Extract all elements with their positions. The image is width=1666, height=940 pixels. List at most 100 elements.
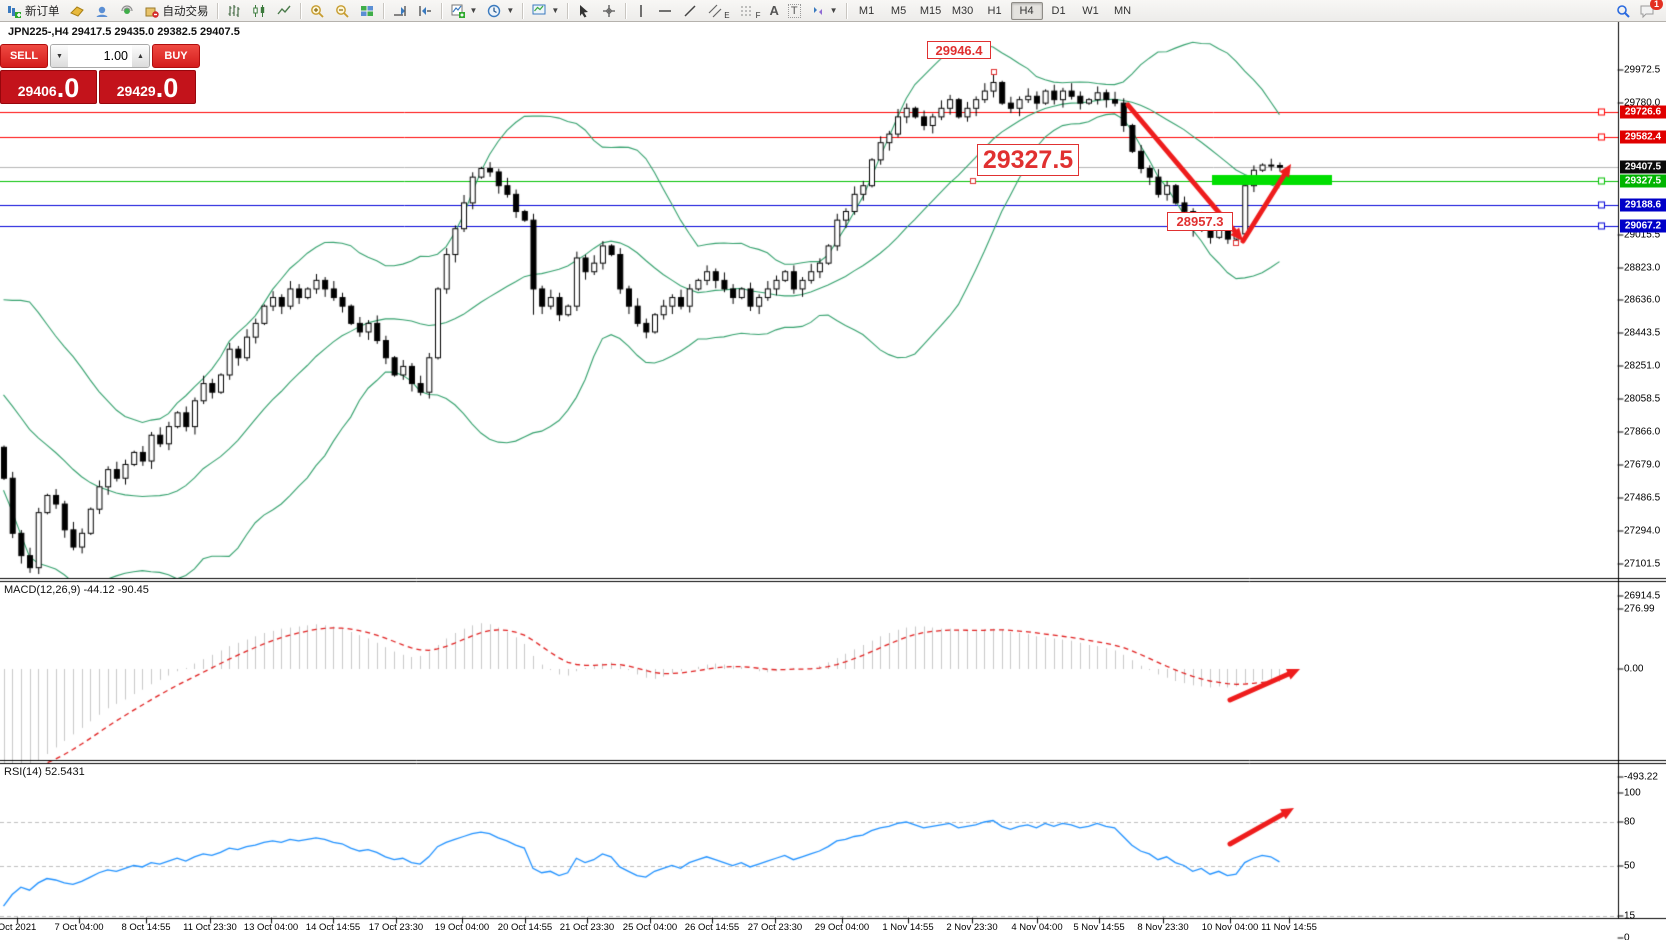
price-axis-tick-label: 27679.0 xyxy=(1624,459,1661,471)
price-callout-label[interactable]: 28957.3 xyxy=(1167,212,1233,231)
timeframe-D1[interactable]: D1 xyxy=(1051,4,1066,17)
market-watch-icon xyxy=(69,5,84,17)
buy-price-box[interactable]: 29429.0 xyxy=(99,70,196,104)
candlestick-chart-button[interactable] xyxy=(247,0,271,21)
zoom-out-button[interactable] xyxy=(330,0,354,21)
time-axis-label: 26 Oct 14:55 xyxy=(684,922,740,933)
price-level-badge: 29327.5 xyxy=(1620,174,1666,188)
price-callout-label[interactable]: 29327.5 xyxy=(977,144,1079,176)
zoom-in-button[interactable] xyxy=(305,0,329,21)
timeframe-M15[interactable]: M15 xyxy=(919,4,942,17)
rsi-indicator-label: RSI(14) 52.5431 xyxy=(4,766,85,778)
periods-menu-button[interactable]: ▼ xyxy=(482,0,518,21)
shapes-icon xyxy=(813,6,822,15)
label-tool-button[interactable]: T xyxy=(784,0,805,21)
auto-scroll-icon xyxy=(393,5,406,16)
new-order-icon xyxy=(8,5,21,18)
fibonacci-letter: F xyxy=(755,11,761,20)
chart-shift-button[interactable] xyxy=(413,0,437,21)
toolbar-separator xyxy=(625,2,627,19)
time-axis-label: 2 Nov 23:30 xyxy=(946,922,998,933)
time-axis-label: 8 Nov 23:30 xyxy=(1137,922,1189,933)
sell-price: 29406 xyxy=(17,83,57,99)
lot-size-input[interactable] xyxy=(68,45,132,67)
time-axis-label: 4 Nov 04:00 xyxy=(1011,922,1063,933)
indicators-menu-button[interactable]: ▼ xyxy=(446,0,482,21)
macd-axis-label: -493.22 xyxy=(1624,771,1658,783)
new-order-label: 新订单 xyxy=(25,5,60,18)
time-axis-label: 21 Oct 23:30 xyxy=(559,922,615,933)
signals-icon xyxy=(120,4,133,14)
price-axis-tick-label: 28823.0 xyxy=(1624,262,1661,274)
price-axis-tick-label: 28636.0 xyxy=(1624,294,1661,306)
channel-tool-button[interactable]: E xyxy=(703,0,733,21)
time-axis-label: 8 Oct 14:55 xyxy=(121,922,171,933)
template-menu-button[interactable]: ▼ xyxy=(527,0,563,21)
new-order-button[interactable]: 新订单 xyxy=(2,0,64,21)
horizontal-line-tool-button[interactable] xyxy=(653,0,677,21)
auto-scroll-button[interactable] xyxy=(388,0,412,21)
crosshair-icon xyxy=(603,4,616,17)
fibonacci-tool-button[interactable]: F xyxy=(735,0,765,21)
line-chart-button[interactable] xyxy=(272,0,296,21)
toolbar-separator xyxy=(382,2,384,19)
timeframe-M30[interactable]: M30 xyxy=(951,4,974,17)
auto-trading-button[interactable]: 自动交易 xyxy=(140,0,213,21)
timeframe-H4[interactable]: H4 xyxy=(1010,1,1043,20)
macd-axis-label: 276.99 xyxy=(1624,603,1655,615)
chart-symbol-line: JPN225-,H4 29417.5 29435.0 29382.5 29407… xyxy=(8,26,240,38)
macd-axis-label: 0.00 xyxy=(1624,663,1644,675)
sell-price-box[interactable]: 29406.0 xyxy=(0,70,97,104)
cursor-tool-button[interactable] xyxy=(572,0,596,21)
toolbar-right-group: 1 xyxy=(1615,0,1666,19)
toolbar-separator xyxy=(440,2,442,19)
tile-windows-button[interactable] xyxy=(355,0,379,21)
template-icon xyxy=(532,4,546,14)
price-axis-tick-label: 27294.0 xyxy=(1624,525,1661,537)
toolbar-separator xyxy=(845,2,847,19)
rsi-axis-label: 50 xyxy=(1624,860,1636,871)
rsi-axis-label: 80 xyxy=(1624,816,1636,828)
arrows-tool-button[interactable]: ▼ xyxy=(806,0,842,21)
timeframe-M5[interactable]: M5 xyxy=(890,4,907,17)
search-icon[interactable] xyxy=(1615,3,1631,19)
toolbar-separator xyxy=(567,2,569,19)
price-callout-label[interactable]: 29946.4 xyxy=(927,41,991,59)
price-chart-canvas[interactable] xyxy=(0,22,1666,940)
sell-button[interactable]: SELL xyxy=(0,44,48,68)
crosshair-tool-button[interactable] xyxy=(597,0,621,21)
price-level-badge: 29067.2 xyxy=(1620,219,1666,233)
notifications-button[interactable]: 1 xyxy=(1639,0,1663,19)
time-axis-label: 13 Oct 04:00 xyxy=(243,922,299,933)
time-axis-label: 1 Nov 14:55 xyxy=(882,922,934,933)
time-axis-label: 17 Oct 23:30 xyxy=(368,922,424,933)
signals-button[interactable] xyxy=(115,0,139,21)
time-axis-label: 19 Oct 04:00 xyxy=(434,922,490,933)
price-level-badge: 29582.4 xyxy=(1620,130,1666,144)
buy-button[interactable]: BUY xyxy=(152,44,200,68)
bar-chart-icon xyxy=(228,4,239,17)
lot-increase-button[interactable]: ▲ xyxy=(132,45,149,67)
timeframe-M1[interactable]: M1 xyxy=(858,4,875,17)
vertical-line-tool-button[interactable] xyxy=(630,0,652,21)
trendline-icon xyxy=(684,4,696,17)
timeframe-H1[interactable]: H1 xyxy=(987,4,1002,17)
price-axis-tick-label: 29015.5 xyxy=(1624,229,1661,241)
market-watch-button[interactable] xyxy=(65,0,89,21)
bar-chart-button[interactable] xyxy=(222,0,246,21)
trendline-tool-button[interactable] xyxy=(678,0,702,21)
price-axis-tick-label: 29972.5 xyxy=(1624,64,1661,76)
time-axis-label: 5 Nov 14:55 xyxy=(1073,922,1125,933)
timeframe-MN[interactable]: MN xyxy=(1113,4,1132,17)
lot-decrease-button[interactable]: ▼ xyxy=(51,45,68,67)
profiles-button[interactable] xyxy=(90,0,114,21)
price-axis-tick-label: 28058.5 xyxy=(1624,393,1661,405)
price-axis-tick-label: 28443.5 xyxy=(1624,327,1661,339)
text-tool-button[interactable]: A xyxy=(766,0,783,21)
timeframe-W1[interactable]: W1 xyxy=(1082,4,1099,17)
channel-icon xyxy=(708,4,722,17)
cursor-icon xyxy=(580,4,589,17)
time-axis-label: 27 Oct 23:30 xyxy=(747,922,803,933)
dropdown-caret-icon: ▼ xyxy=(829,6,838,15)
